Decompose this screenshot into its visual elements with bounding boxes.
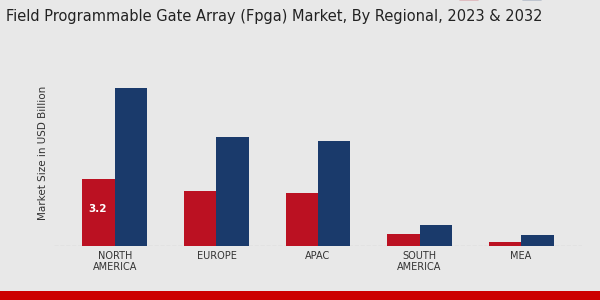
Bar (488, 242, 521, 246)
Bar (318, 141, 350, 246)
Bar (115, 88, 148, 246)
Bar (387, 234, 419, 246)
Bar (521, 236, 554, 246)
Bar (286, 194, 318, 246)
Bar (419, 225, 452, 246)
Bar (217, 137, 249, 246)
Text: 3.2: 3.2 (88, 204, 107, 214)
Legend: 2023, 2032: 2023, 2032 (455, 0, 577, 5)
Text: Field Programmable Gate Array (Fpga) Market, By Regional, 2023 & 2032: Field Programmable Gate Array (Fpga) Mar… (6, 9, 542, 24)
Bar (82, 179, 115, 246)
Y-axis label: Market Size in USD Billion: Market Size in USD Billion (38, 86, 49, 220)
Bar (184, 191, 217, 246)
